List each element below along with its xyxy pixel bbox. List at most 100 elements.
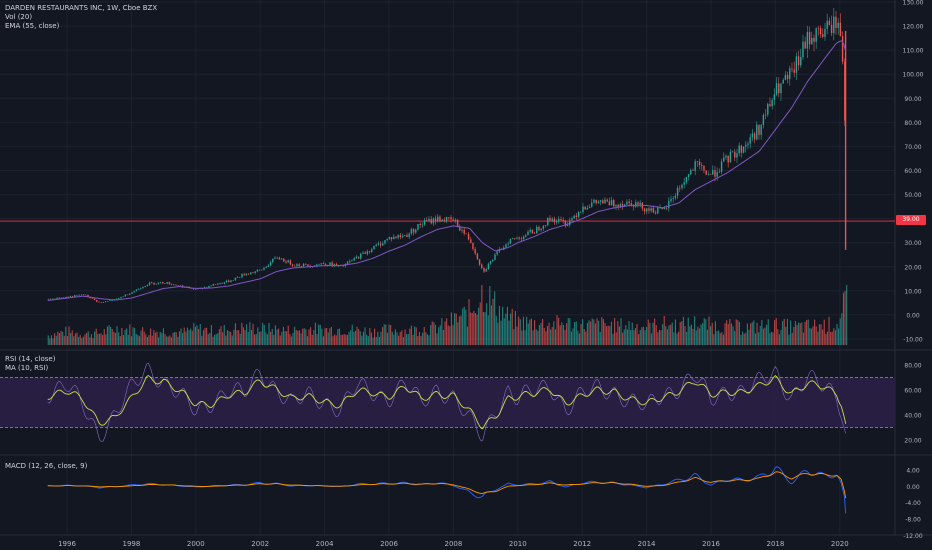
- volume-bar: [466, 326, 468, 345]
- candle-body: [621, 204, 624, 207]
- volume-bar: [591, 318, 593, 345]
- volume-bar: [726, 320, 728, 345]
- volume-bar: [791, 332, 793, 345]
- candle-body: [296, 264, 298, 267]
- volume-bar: [526, 316, 528, 345]
- price-tick-label: 0.00: [906, 312, 920, 319]
- candle-body: [426, 220, 428, 222]
- volume-bar: [839, 318, 841, 345]
- volume-bar: [385, 324, 387, 345]
- volume-bar: [146, 337, 148, 345]
- volume-bar: [809, 328, 811, 345]
- volume-bar: [689, 326, 691, 345]
- volume-bar: [772, 332, 774, 345]
- volume-bar: [62, 331, 64, 345]
- volume-bar: [119, 336, 121, 345]
- candle-body: [47, 298, 50, 300]
- candle-body: [668, 201, 670, 209]
- candle-body: [817, 28, 820, 29]
- volume-histogram: [47, 285, 848, 345]
- volume-bar: [553, 321, 555, 345]
- volume-bar: [183, 327, 185, 345]
- candle-body: [505, 244, 507, 248]
- volume-bar: [790, 320, 792, 345]
- volume-bar: [561, 322, 563, 345]
- volume-bar: [49, 338, 51, 345]
- volume-bar: [94, 331, 96, 345]
- candle-body: [577, 211, 580, 217]
- candle-body: [111, 300, 113, 301]
- volume-bar: [202, 330, 204, 345]
- volume-bar: [207, 334, 209, 345]
- candle-body: [247, 273, 250, 275]
- volume-bar: [612, 333, 614, 345]
- volume-bar: [127, 334, 129, 345]
- volume-bar: [522, 316, 524, 345]
- candle-body: [52, 298, 54, 300]
- candle-body: [173, 284, 175, 286]
- volume-bar: [454, 313, 456, 345]
- candle-body: [665, 207, 668, 209]
- volume-bar: [415, 327, 417, 345]
- volume-bar: [294, 326, 296, 345]
- candle-body: [243, 274, 245, 276]
- volume-bar: [79, 335, 81, 345]
- volume-bar: [262, 322, 264, 345]
- volume-bar: [449, 326, 451, 345]
- candle-body: [714, 170, 716, 177]
- candle-body: [575, 215, 578, 217]
- volume-bar: [140, 330, 142, 345]
- volume-bar: [487, 315, 489, 345]
- volume-bar: [551, 326, 553, 345]
- volume-bar: [588, 320, 590, 345]
- candle-body: [470, 239, 472, 243]
- volume-bar: [86, 332, 88, 345]
- volume-bar: [743, 333, 745, 345]
- volume-bar: [258, 331, 260, 345]
- volume-bar: [514, 310, 516, 345]
- candle-body: [278, 257, 281, 260]
- volume-bar: [90, 334, 92, 345]
- volume-bar: [281, 331, 283, 345]
- volume-bar: [524, 330, 526, 345]
- volume-bar: [154, 332, 156, 345]
- candle-body: [560, 219, 562, 220]
- volume-bar: [441, 318, 443, 345]
- candle-body: [844, 61, 846, 121]
- volume-bar: [620, 318, 622, 345]
- volume-bar: [583, 329, 585, 345]
- candle-body: [593, 199, 595, 203]
- candle-body: [839, 22, 842, 36]
- last-price-label: 39.00: [896, 215, 926, 225]
- volume-bar: [503, 318, 505, 345]
- volume-bar: [180, 328, 182, 345]
- volume-bar: [151, 335, 153, 345]
- x-tick-label: 2010: [509, 540, 527, 548]
- volume-bar: [634, 328, 636, 345]
- volume-bar: [718, 330, 720, 345]
- volume-bar: [710, 326, 712, 345]
- candle-body: [516, 237, 518, 239]
- candle-body: [727, 155, 729, 163]
- candle-body: [648, 208, 650, 211]
- candle-body: [122, 296, 124, 298]
- volume-bar: [777, 329, 779, 345]
- candle-body: [349, 260, 351, 262]
- candle-body: [452, 219, 454, 221]
- volume-bar: [210, 325, 212, 345]
- volume-bar: [170, 337, 172, 345]
- candle-body: [91, 298, 94, 299]
- volume-bar: [377, 331, 379, 345]
- volume-bar: [47, 335, 49, 345]
- macd-tick-label: 0.00: [906, 484, 920, 491]
- candle-body: [168, 282, 171, 285]
- candle-body: [93, 298, 96, 300]
- candle-body: [602, 200, 604, 204]
- volume-bar: [188, 330, 190, 345]
- volume-bar: [57, 331, 59, 345]
- volume-bar: [111, 329, 113, 345]
- volume-bar: [663, 316, 665, 345]
- x-tick-label: 2014: [638, 540, 656, 548]
- candle-body: [764, 114, 767, 116]
